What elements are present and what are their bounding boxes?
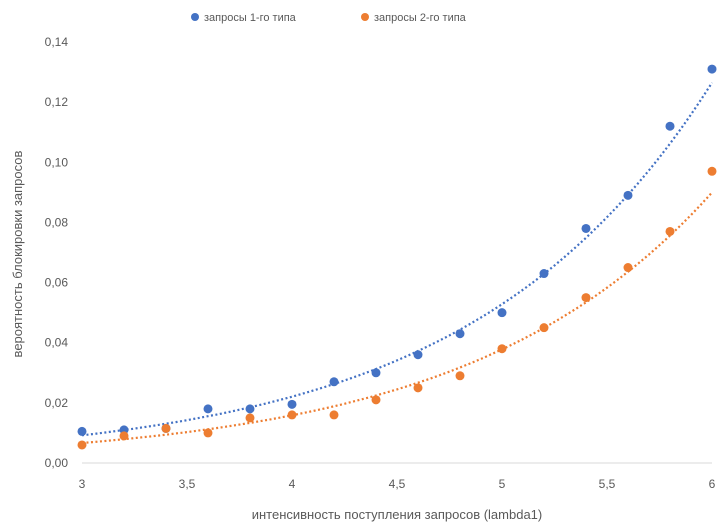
data-point-series-1 — [77, 426, 87, 436]
data-point-series-2 — [371, 395, 381, 405]
x-tick-label: 5,5 — [599, 477, 616, 491]
data-point-series-2 — [203, 428, 213, 438]
y-axis-ticks: 0,00 0,02 0,04 0,06 0,08 0,10 0,12 0,14 — [45, 35, 69, 470]
x-tick-label: 5 — [499, 477, 506, 491]
data-point-series-1 — [329, 377, 339, 387]
y-tick-label: 0,04 — [45, 336, 69, 350]
data-point-series-1 — [371, 368, 381, 378]
legend-marker-series-2 — [361, 13, 369, 21]
data-point-series-1 — [497, 308, 507, 318]
data-point-series-2 — [581, 293, 591, 303]
y-tick-label: 0,10 — [45, 155, 69, 169]
data-point-series-1 — [707, 64, 717, 74]
x-axis-ticks: 3 3,5 4 4,5 5 5,5 6 — [79, 477, 716, 491]
x-tick-label: 3 — [79, 477, 86, 491]
data-point-series-2 — [245, 413, 255, 423]
x-axis-title: интенсивность поступления запросов (lamb… — [252, 507, 543, 522]
legend-marker-series-1 — [191, 13, 199, 21]
trendlines — [81, 82, 713, 445]
y-axis-title: вероятность блокировки запросов — [10, 150, 25, 357]
data-point-series-1 — [245, 404, 255, 414]
y-tick-label: 0,06 — [45, 276, 69, 290]
trendline-series-2 — [81, 191, 713, 445]
data-point-series-2 — [455, 371, 465, 381]
data-points — [77, 64, 717, 450]
x-tick-label: 4,5 — [389, 477, 406, 491]
legend-label-series-1: запросы 1-го типа — [204, 12, 297, 24]
data-point-series-1 — [623, 190, 633, 200]
y-tick-label: 0,00 — [45, 456, 69, 470]
data-point-series-1 — [581, 223, 591, 233]
data-point-series-1 — [539, 269, 549, 279]
data-point-series-1 — [455, 329, 465, 339]
y-tick-label: 0,02 — [45, 396, 69, 410]
data-point-series-2 — [665, 226, 675, 236]
data-point-series-2 — [497, 344, 507, 354]
y-tick-label: 0,14 — [45, 35, 69, 49]
data-point-series-1 — [287, 399, 297, 409]
data-point-series-2 — [161, 423, 171, 433]
data-point-series-2 — [413, 383, 423, 393]
data-point-series-1 — [203, 404, 213, 414]
x-tick-label: 6 — [709, 477, 716, 491]
data-point-series-2 — [77, 440, 87, 450]
trendline-series-1 — [81, 82, 713, 437]
legend: запросы 1-го типа запросы 2-го типа — [191, 12, 467, 24]
data-point-series-2 — [287, 410, 297, 420]
data-point-series-2 — [707, 166, 717, 176]
data-point-series-1 — [665, 121, 675, 131]
x-tick-label: 4 — [289, 477, 296, 491]
y-tick-label: 0,08 — [45, 215, 69, 229]
data-point-series-2 — [119, 431, 129, 441]
data-point-series-2 — [329, 410, 339, 420]
y-tick-label: 0,12 — [45, 95, 69, 109]
x-tick-label: 3,5 — [179, 477, 196, 491]
data-point-series-2 — [623, 263, 633, 273]
data-point-series-2 — [539, 323, 549, 333]
data-point-series-1 — [413, 350, 423, 360]
legend-label-series-2: запросы 2-го типа — [374, 12, 467, 24]
